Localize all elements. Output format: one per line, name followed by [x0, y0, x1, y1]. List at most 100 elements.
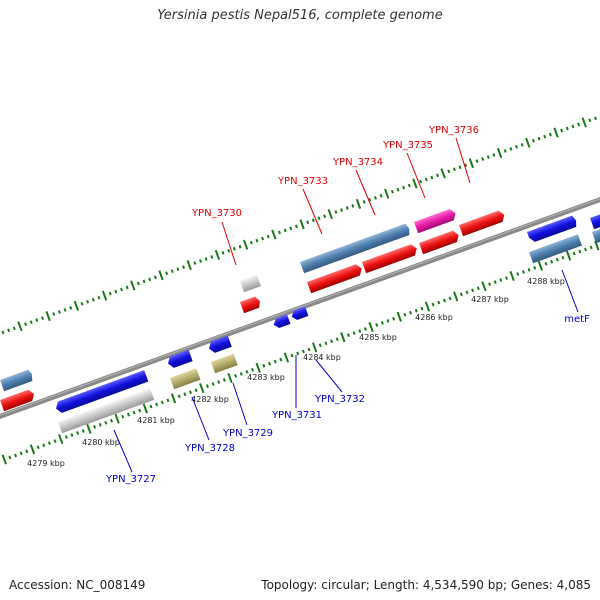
minor-tick: [358, 329, 362, 333]
minor-tick: [481, 157, 485, 161]
gene-label-ypn3733[interactable]: YPN_3733: [277, 176, 328, 187]
minor-tick: [533, 266, 537, 270]
minor-tick: [464, 163, 468, 168]
minor-tick: [419, 179, 423, 184]
scale-label: 4284 kbp: [303, 353, 341, 362]
minor-tick: [121, 414, 125, 419]
minor-tick: [488, 282, 492, 287]
major-tick: [355, 198, 362, 209]
major-tick: [565, 250, 572, 261]
minor-tick: [166, 398, 170, 403]
gene-arrow[interactable]: [419, 229, 461, 255]
minor-tick: [211, 382, 215, 386]
minor-tick: [409, 310, 413, 315]
minor-tick: [386, 319, 390, 323]
minor-tick: [521, 270, 525, 274]
minor-tick: [7, 328, 11, 333]
gene-arrow[interactable]: [527, 215, 578, 243]
gene-label-ypn3731[interactable]: YPN_3731: [271, 410, 322, 421]
minor-tick: [352, 331, 356, 335]
minor-tick: [476, 286, 480, 291]
major-tick: [468, 158, 475, 169]
minor-tick: [24, 322, 28, 327]
major-tick: [594, 240, 600, 251]
minor-tick: [465, 290, 469, 295]
gene-label-ypn3734[interactable]: YPN_3734: [332, 157, 383, 168]
minor-tick: [335, 337, 339, 342]
minor-tick: [505, 276, 508, 280]
scale-label: 4285 kbp: [359, 333, 397, 342]
minor-tick: [76, 431, 80, 435]
minor-tick: [515, 144, 518, 149]
gene-arrow[interactable]: [414, 208, 458, 234]
minor-tick: [561, 255, 565, 260]
minor-tick: [493, 280, 497, 284]
minor-tick: [442, 298, 446, 303]
major-tick: [29, 444, 36, 455]
gene-label-ypn3732[interactable]: YPN_3732: [314, 394, 365, 405]
minor-tick: [431, 302, 435, 307]
gene-arrow[interactable]: [300, 223, 411, 274]
minor-tick: [584, 247, 587, 252]
gene-label-metf[interactable]: metF: [564, 314, 590, 325]
gene-arrow[interactable]: [240, 274, 262, 293]
gene-label-ypn3728[interactable]: YPN_3728: [184, 443, 235, 454]
minor-tick: [294, 224, 298, 229]
major-tick: [396, 311, 402, 322]
gene-arrow[interactable]: [211, 353, 238, 374]
minor-tick: [262, 363, 266, 368]
gene-arrow[interactable]: [459, 209, 506, 237]
minor-tick: [363, 327, 367, 331]
minor-tick: [114, 289, 118, 294]
gene-arrow[interactable]: [166, 349, 193, 369]
gene-label-ypn3735[interactable]: YPN_3735: [382, 140, 433, 151]
major-tick: [158, 270, 164, 281]
gene-arrow[interactable]: [0, 388, 36, 412]
minor-tick: [104, 420, 108, 425]
minor-tick: [578, 249, 582, 254]
gene-label-ypn3730[interactable]: YPN_3730: [191, 208, 242, 219]
gene-label-ypn3727[interactable]: YPN_3727: [105, 474, 156, 485]
minor-tick: [47, 441, 51, 446]
gene-arrow[interactable]: [58, 388, 155, 434]
minor-tick: [447, 169, 451, 174]
minor-tick: [81, 429, 85, 433]
minor-tick: [379, 193, 383, 198]
minor-tick: [296, 351, 300, 356]
major-tick: [73, 300, 79, 311]
minor-tick: [317, 216, 321, 221]
gene-arrow[interactable]: [170, 368, 201, 390]
gene-arrow[interactable]: [362, 243, 419, 274]
major-tick: [384, 188, 390, 199]
gene-arrow[interactable]: [529, 234, 582, 264]
minor-tick: [126, 412, 130, 417]
minor-tick: [53, 439, 57, 443]
gene-arrow[interactable]: [290, 306, 309, 322]
gene-arrow[interactable]: [307, 263, 364, 294]
minor-tick: [420, 306, 424, 311]
gene-arrow[interactable]: [240, 296, 262, 314]
gene-arrow[interactable]: [272, 314, 291, 330]
gene-arrow[interactable]: [0, 369, 34, 392]
major-tick: [101, 290, 108, 301]
minor-tick: [160, 400, 164, 405]
topology-label: Topology:: [261, 578, 318, 592]
minor-tick: [390, 189, 394, 194]
minor-tick: [345, 206, 349, 210]
minor-tick: [368, 198, 372, 202]
scale-label: 4283 kbp: [247, 373, 285, 382]
minor-tick: [132, 410, 136, 415]
gene-arrow[interactable]: [207, 335, 232, 354]
length-label: Length:: [373, 578, 420, 592]
gene-label-ypn3736[interactable]: YPN_3736: [428, 125, 479, 136]
gene-arrow[interactable]: [54, 370, 149, 414]
minor-tick: [543, 134, 547, 139]
major-tick: [271, 229, 277, 240]
gene-arrow[interactable]: [592, 225, 600, 244]
gene-arrow[interactable]: [590, 211, 600, 230]
major-tick: [199, 383, 205, 394]
minor-tick: [80, 301, 84, 306]
major-tick: [1, 454, 7, 465]
gene-label-ypn3729[interactable]: YPN_3729: [222, 428, 273, 439]
minor-tick: [204, 257, 208, 261]
